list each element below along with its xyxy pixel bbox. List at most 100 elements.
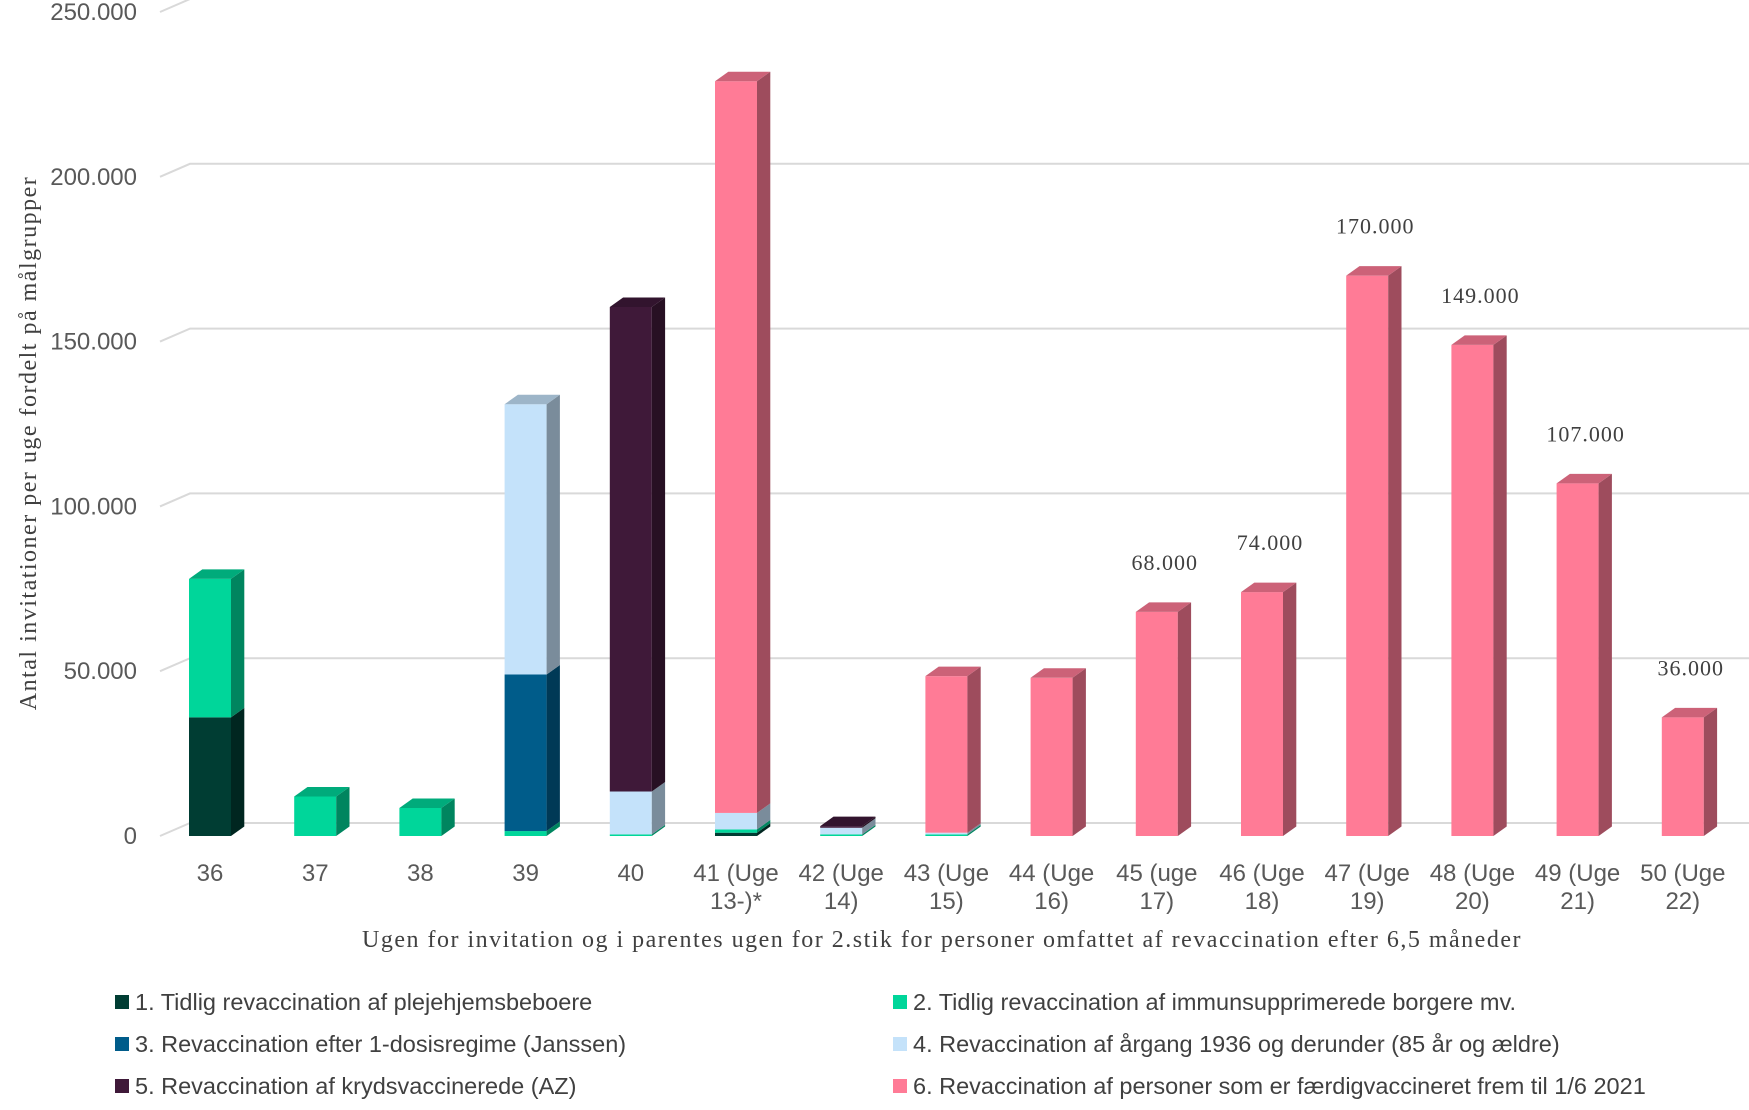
bar-top [1346, 266, 1402, 276]
legend-label: 4. Revaccination af årgang 1936 og derun… [913, 1030, 1560, 1057]
x-axis-title: Ugen for invitation og i parentes ugen f… [362, 927, 1522, 953]
bar-top [925, 666, 981, 677]
data-label: 107.000 [1546, 421, 1625, 446]
bar-segment-side [546, 394, 560, 675]
legend-item: 6. Revaccination af personer som er færd… [893, 1070, 1733, 1102]
bar-top [1030, 668, 1086, 678]
bar-segment-side [231, 707, 245, 836]
x-tick-label: 43 (Uge [904, 860, 989, 887]
bar-top [715, 71, 771, 82]
x-tick-label: 40 [617, 860, 644, 887]
x-tick-label: 13-)* [710, 888, 762, 915]
bar-segment-side [1177, 602, 1192, 836]
x-tick-label: 19) [1350, 888, 1385, 915]
bar-segment [504, 831, 547, 836]
data-label: 149.000 [1441, 283, 1520, 308]
data-label: 74.000 [1237, 530, 1304, 555]
bar-segment [820, 827, 863, 835]
x-tick-label: 48 (Uge [1430, 860, 1515, 887]
bar-top [1241, 582, 1297, 593]
x-tick-label: 21) [1560, 888, 1595, 915]
bar-segment-side [862, 818, 876, 835]
y-tick-label: 250.000 [50, 0, 137, 26]
legend-label: 6. Revaccination af personer som er færd… [913, 1072, 1646, 1099]
bar-segment [1556, 483, 1599, 836]
bar-segment-side [1283, 582, 1297, 836]
bar-segment-side [1598, 473, 1612, 836]
bar-segment [399, 807, 442, 836]
bar-segment-side [757, 823, 771, 836]
bar-segment [715, 832, 757, 836]
x-tick-label: 42 (Uge [799, 860, 884, 887]
bar-segment [715, 81, 757, 813]
bar-top [399, 798, 455, 808]
bar-segment [189, 717, 231, 836]
bar-segment [294, 796, 337, 836]
x-tick-label: 14) [824, 888, 859, 915]
legend-swatch [115, 1037, 129, 1051]
x-tick-label: 17) [1139, 888, 1174, 915]
legend-label: 2. Tidlig revaccination af immunsupprime… [913, 988, 1517, 1015]
bar-segment [1451, 344, 1494, 836]
x-tick-label: 41 (Uge [693, 860, 778, 887]
data-labels: 68.000 74.000 170.000 149.000 107.000 36.000 [1132, 214, 1724, 681]
bar-segment-side [651, 782, 666, 835]
bar-segment-side [862, 816, 876, 828]
bar-top [1556, 473, 1612, 484]
bars [189, 71, 1718, 836]
bar-segment-side [1072, 668, 1086, 836]
gridline [159, 492, 1749, 508]
legend-swatch [115, 995, 129, 1009]
bar-segment-side [967, 823, 981, 835]
bar-segment-side [757, 803, 771, 830]
gridlines [159, 0, 1749, 837]
y-tick-label: 100.000 [50, 493, 137, 520]
legend-swatch [893, 1037, 907, 1051]
bar-segment [1241, 592, 1283, 836]
bar-top [1661, 707, 1718, 718]
x-tick-label: 44 (Uge [1009, 860, 1094, 887]
bar-segment [609, 791, 652, 835]
bar-segment-side [1388, 266, 1402, 836]
legend: 1. Tidlig revaccination af plejehjemsbeb… [115, 986, 1735, 1102]
bar-segment-side [967, 824, 981, 836]
bar-segment-side [1703, 707, 1718, 836]
legend-item: 2. Tidlig revaccination af immunsupprime… [893, 986, 1733, 1018]
bar-segment [1661, 717, 1704, 836]
legend-label: 5. Revaccination af krydsvaccinerede (AZ… [135, 1072, 577, 1099]
legend-label: 1. Tidlig revaccination af plejehjemsbeb… [135, 988, 593, 1015]
bar-segment [925, 834, 968, 836]
gridline [159, 162, 1749, 178]
x-tick-label: 50 (Uge [1640, 860, 1725, 887]
x-tick-label: 49 (Uge [1535, 860, 1620, 887]
y-tick-label: 150.000 [50, 329, 137, 356]
bar-segment [925, 832, 968, 835]
bar-segment-side [1493, 335, 1507, 836]
x-tick-label: 38 [407, 860, 434, 887]
y-tick-label: 0 [124, 823, 137, 850]
x-tick-label: 47 (Uge [1325, 860, 1410, 887]
bar-segment-side [441, 798, 455, 836]
bar-segment [504, 674, 547, 832]
y-axis-ticks: 0 50.000 100.000 150.000 200.000 250.000 [50, 0, 137, 850]
x-tick-label: 39 [512, 860, 539, 887]
bar-segment [820, 826, 863, 828]
x-tick-label: 18) [1245, 888, 1280, 915]
y-tick-label: 200.000 [50, 164, 137, 191]
legend-item: 3. Revaccination efter 1-dosisregime (Ja… [115, 1028, 893, 1060]
bar-segment [609, 834, 652, 836]
bar-segment [715, 812, 757, 830]
bar-segment [820, 834, 863, 836]
bar-top [504, 394, 560, 405]
x-tick-label: 15) [929, 888, 964, 915]
x-tick-label: 22) [1665, 888, 1700, 915]
y-axis-title: Antal invitationer per uge fordelt på må… [16, 176, 42, 711]
bar-top [609, 297, 666, 307]
bar-segment-side [757, 71, 771, 813]
legend-item: 4. Revaccination af årgang 1936 og derun… [893, 1028, 1733, 1060]
data-label: 68.000 [1132, 550, 1199, 575]
bar-segment [189, 578, 231, 718]
gridline [159, 0, 1749, 13]
